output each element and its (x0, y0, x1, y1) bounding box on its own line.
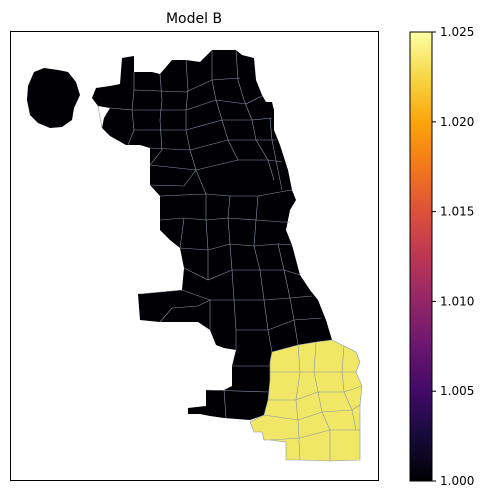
region-city-main (92, 50, 332, 420)
map-regions (27, 49, 363, 462)
map-frame (10, 31, 379, 481)
colorbar-tick-label: 1.005 (440, 384, 474, 398)
region-south-east (249, 339, 363, 462)
colorbar-tick-label: 1.000 (440, 474, 474, 488)
map-title: Model B (166, 11, 222, 27)
colorbar-tick-label: 1.025 (440, 25, 474, 39)
colorbar-tick-label: 1.010 (440, 294, 474, 308)
colorbar-ticks: 1.000 1.005 1.010 1.015 1.020 1.025 (432, 25, 474, 488)
region-boundaries (97, 49, 323, 419)
region-ohare (27, 68, 80, 128)
region-boundaries-south (263, 341, 363, 461)
colorbar-gradient (409, 31, 433, 482)
colorbar-tick-label: 1.015 (440, 205, 474, 219)
colorbar: 1.000 1.005 1.010 1.015 1.020 1.025 (409, 25, 474, 488)
colorbar-tick-label: 1.020 (440, 115, 474, 129)
